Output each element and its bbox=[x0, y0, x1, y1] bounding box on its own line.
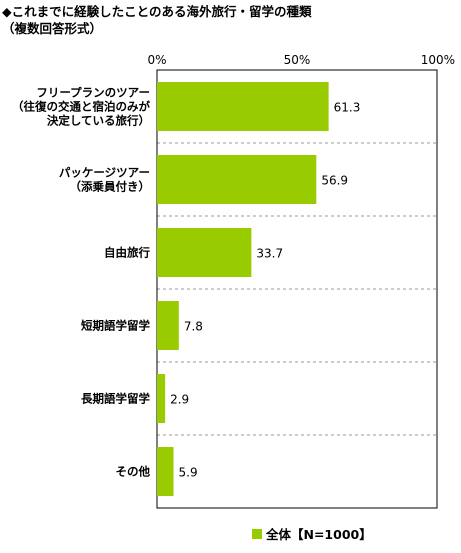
legend: 全体【N=1000】 bbox=[252, 524, 372, 543]
legend-label: 全体【N=1000】 bbox=[266, 527, 372, 542]
category-label: 自由旅行 bbox=[104, 246, 150, 260]
category-label: 決定している旅行） bbox=[47, 114, 150, 128]
bar bbox=[157, 447, 174, 496]
bar bbox=[157, 374, 166, 423]
bar bbox=[157, 301, 179, 350]
category-label: 長期語学留学 bbox=[81, 392, 150, 406]
chart-title: ◆これまでに経験したことのある海外旅行・留学の種類 （複数回答形式） bbox=[2, 3, 312, 37]
plot-area bbox=[156, 69, 438, 509]
bar bbox=[157, 82, 329, 131]
category-label: （往復の交通と宿泊のみが bbox=[12, 100, 150, 114]
category-label: 短期語学留学 bbox=[81, 319, 150, 333]
x-tick-label: 0% bbox=[147, 53, 166, 67]
data-label: 2.9 bbox=[170, 393, 189, 407]
bar bbox=[157, 155, 317, 204]
data-label: 7.8 bbox=[184, 320, 203, 334]
category-label: パッケージツアー bbox=[59, 166, 150, 180]
x-tick-label: 50% bbox=[284, 53, 311, 67]
data-label: 61.3 bbox=[334, 101, 361, 115]
data-label: 33.7 bbox=[256, 247, 283, 261]
category-label: その他 bbox=[116, 465, 151, 479]
bar bbox=[157, 228, 252, 277]
category-label: フリープランのツアー bbox=[36, 86, 150, 100]
chart-subtitle: （複数回答形式） bbox=[2, 21, 103, 36]
data-label: 56.9 bbox=[321, 174, 348, 188]
x-tick-label: 100% bbox=[421, 53, 455, 67]
chart-title-text: ◆これまでに経験したことのある海外旅行・留学の種類 bbox=[2, 4, 312, 19]
category-label: （添乗員付き） bbox=[70, 180, 151, 194]
data-label: 5.9 bbox=[179, 466, 198, 480]
legend-swatch bbox=[252, 528, 262, 539]
